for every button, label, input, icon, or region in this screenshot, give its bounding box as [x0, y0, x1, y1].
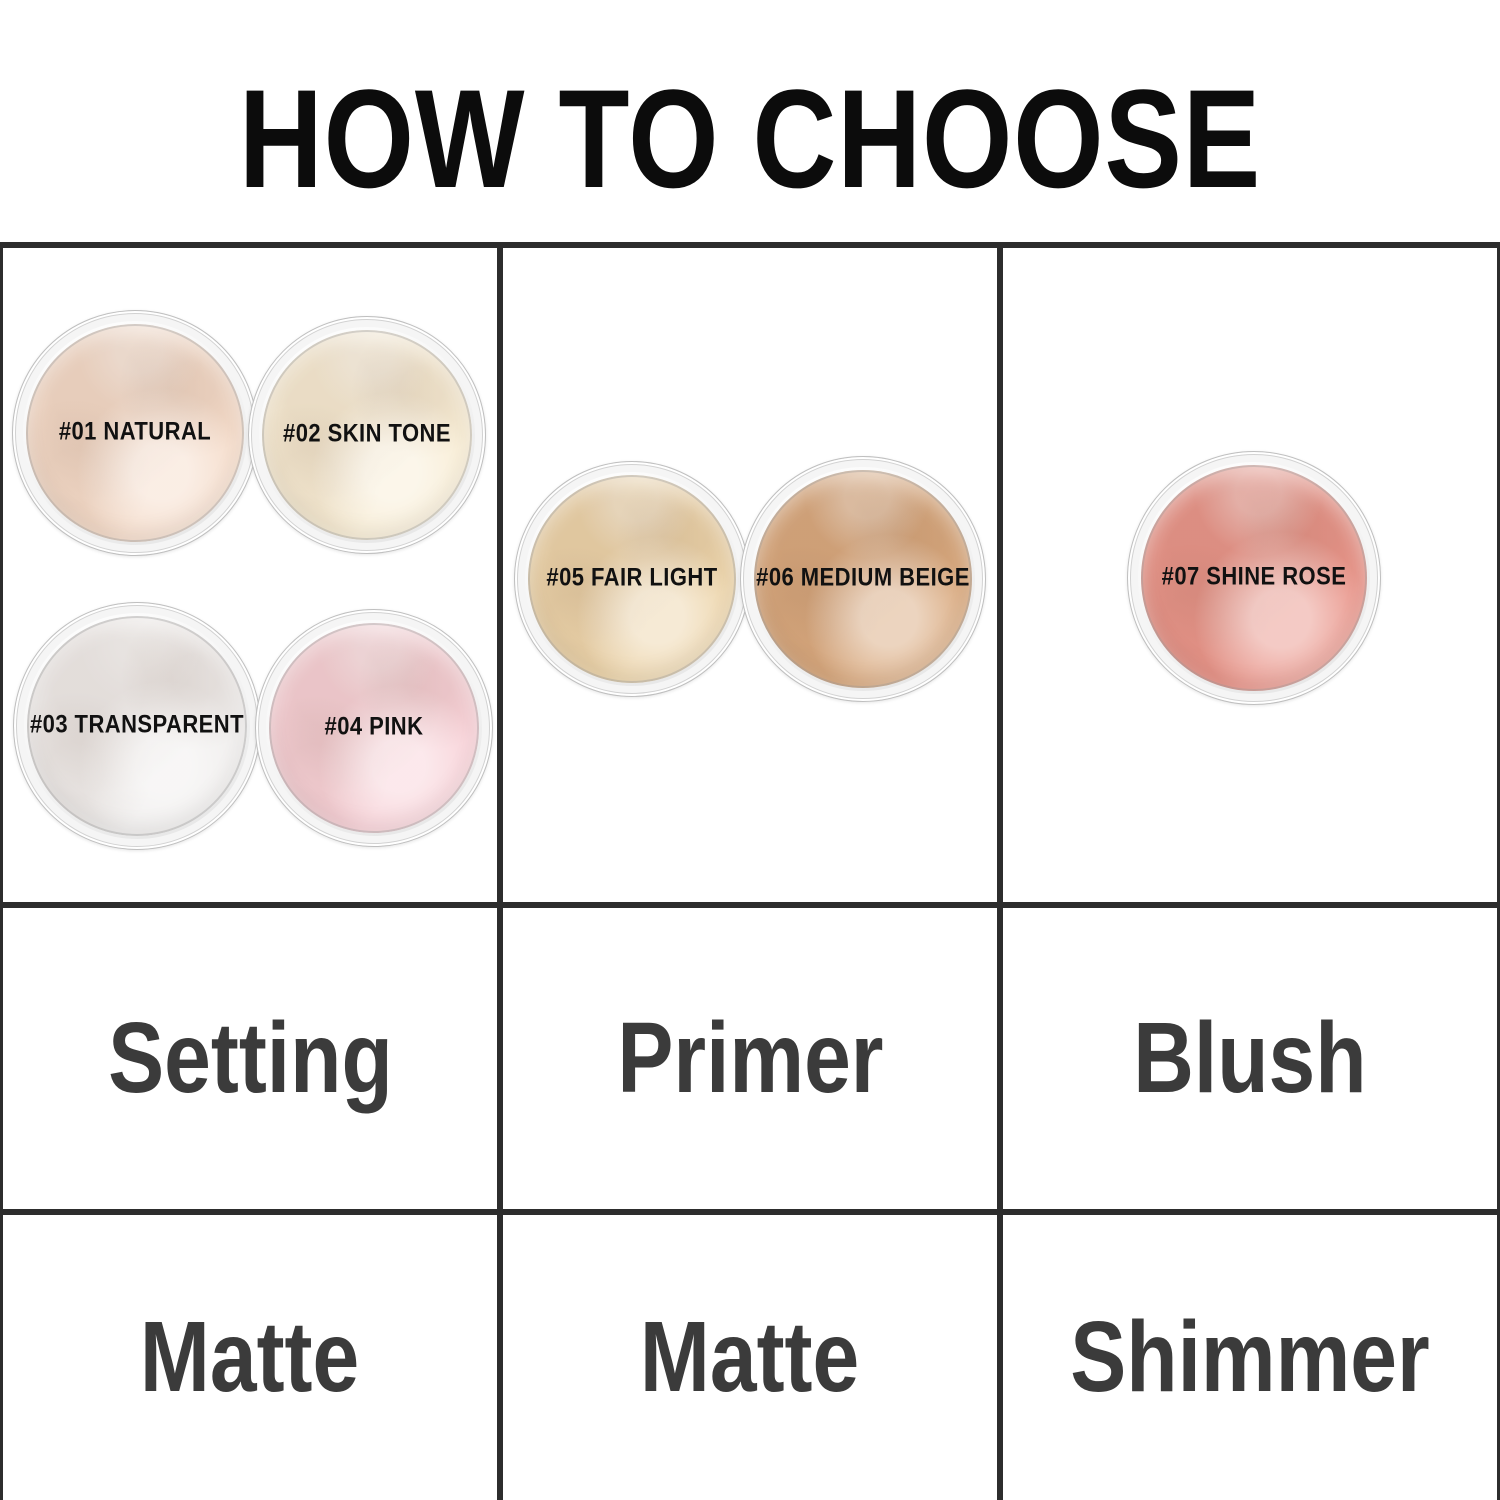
use-label-setting: Setting: [3, 908, 497, 1209]
powder-jar-05-fair-light: #05 FAIR LIGHT: [514, 461, 750, 697]
finish-label-matte-1-text: Matte: [140, 1301, 360, 1413]
grid-line-horizontal-middle: [0, 902, 1500, 908]
powder-jar-04-pink: #04 PINK: [255, 609, 493, 847]
use-label-blush-text: Blush: [1133, 1002, 1367, 1114]
finish-label-matte-2: Matte: [503, 1215, 997, 1500]
use-label-primer: Primer: [503, 908, 997, 1209]
shade-label-07: #07 SHINE ROSE: [1161, 562, 1347, 591]
shade-label-02: #02 SKIN TONE: [283, 419, 451, 448]
powder-jar-07-shine-rose: #07 SHINE ROSE: [1127, 451, 1381, 705]
use-label-blush: Blush: [1003, 908, 1497, 1209]
grid-line-horizontal-lower: [0, 1209, 1500, 1215]
grid-line-vertical-right-edge: [1497, 242, 1500, 1500]
powder-surface: [26, 324, 244, 542]
shade-label-06: #06 MEDIUM BEIGE: [756, 563, 970, 592]
finish-label-matte-2-text: Matte: [640, 1301, 860, 1413]
page-title: HOW TO CHOOSE: [238, 60, 1262, 217]
powder-surface: [528, 475, 736, 683]
grid-line-horizontal-top: [0, 242, 1500, 248]
powder-jar-02-skin-tone: #02 SKIN TONE: [248, 316, 486, 554]
grid-line-vertical-1: [497, 242, 503, 1500]
grid-line-vertical-left-edge: [0, 242, 3, 1500]
finish-label-matte-1: Matte: [3, 1215, 497, 1500]
powder-surface: [262, 330, 472, 540]
powder-surface: [27, 616, 247, 836]
finish-label-shimmer-text: Shimmer: [1070, 1301, 1430, 1413]
use-label-setting-text: Setting: [107, 1002, 393, 1114]
use-label-primer-text: Primer: [616, 1002, 884, 1114]
powder-surface: [754, 470, 972, 688]
finish-label-shimmer: Shimmer: [1003, 1215, 1497, 1500]
shade-label-03: #03 TRANSPARENT: [29, 710, 245, 739]
powder-jar-03-transparent: #03 TRANSPARENT: [13, 602, 261, 850]
shade-label-05: #05 FAIR LIGHT: [546, 563, 718, 592]
shade-label-01: #01 NATURAL: [58, 417, 212, 446]
powder-jar-06-medium-beige: #06 MEDIUM BEIGE: [740, 456, 986, 702]
grid-line-vertical-2: [997, 242, 1003, 1500]
powder-surface: [1141, 465, 1367, 691]
shade-label-04: #04 PINK: [324, 712, 424, 741]
powder-surface: [269, 623, 479, 833]
powder-jar-01-natural: #01 NATURAL: [12, 310, 258, 556]
